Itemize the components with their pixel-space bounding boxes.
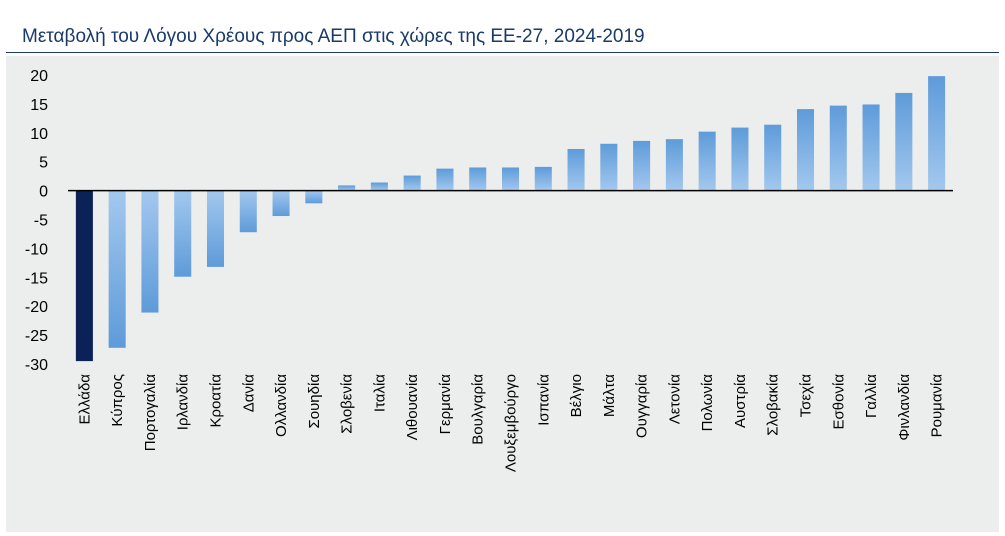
category-label: Φινλανδία [896,374,913,441]
bar [567,148,585,191]
category-label: Λιθουανία [404,374,421,441]
category-label: Ιταλία [371,374,388,412]
bar [403,175,421,191]
category-label: Ισπανία [535,374,552,426]
bar [436,168,454,191]
bar [108,190,126,348]
category-label: Βουλγαρία [470,374,487,445]
y-tick-label: 5 [39,155,48,172]
bar [600,143,618,191]
y-tick-label: 0 [39,184,48,201]
category-label: Πορτογαλία [142,374,159,452]
category-label: Αυστρία [732,374,749,428]
bar [764,124,782,191]
category-label: Κύπρος [109,374,126,427]
category-label: Βέλγιο [568,374,585,417]
category-label: Εσθονία [830,374,847,430]
y-tick-label: 15 [30,97,48,114]
category-label: Κροατία [208,374,225,428]
category-label: Πολωνία [699,374,716,432]
bar [665,139,683,191]
category-label: Ελλάδα [76,374,93,425]
category-label: Δανία [240,374,257,413]
category-label: Τσεχία [798,374,815,418]
bars [75,76,946,362]
category-labels: Ελλάδα Κύπρος Πορτογαλία Ιρλανδία Κροατία Δαν… [76,374,945,472]
bar [633,140,651,191]
category-label: Ιρλανδία [175,374,192,431]
category-label: Σλοβακία [765,374,782,436]
category-label: Σλοβενία [339,374,356,434]
y-axis-ticks: 20 15 10 5 0 -5 -10 -15 -20 -25 -30 [25,68,48,374]
bar [75,190,93,362]
bar [501,167,520,191]
bar [338,185,356,191]
bar [829,105,847,191]
y-tick-label: -5 [34,213,48,230]
title-bar: Μεταβολή του Λόγου Χρέους προς ΑΕΠ στις … [6,6,999,56]
y-tick-label: -25 [25,328,48,345]
bar [239,190,257,233]
bar [731,127,749,191]
y-tick-label: -20 [25,299,48,316]
category-label: Σουηδία [306,374,323,429]
category-label: Λετονία [666,374,683,425]
bar [469,167,487,191]
bar [534,166,552,191]
chart-frame [6,6,999,532]
category-label: Γαλλία [863,374,880,418]
chart-title: Μεταβολή του Λόγου Χρέους προς ΑΕΠ στις … [22,26,645,47]
category-label: Ολλανδία [273,374,290,437]
y-tick-label: -15 [25,270,48,287]
bar [174,190,192,277]
y-tick-label: 20 [30,68,48,85]
category-label: Γερμανία [437,374,454,435]
y-tick-label: -30 [25,357,48,374]
bar [862,104,880,191]
category-label: Μάλτα [601,374,618,417]
bar [928,76,946,191]
bar [141,190,159,313]
bar [895,92,913,191]
y-tick-label: -10 [25,241,48,258]
bar [370,182,388,191]
bar [305,190,323,204]
bar [272,190,290,217]
y-tick-label: 10 [30,126,48,143]
bar [796,109,815,191]
category-label: Ρουμανία [929,374,946,438]
bar [206,190,225,267]
bar [698,131,716,191]
category-label: Ουγγαρία [634,374,651,438]
category-label: Λουξεμβούργο [503,374,520,472]
title-rule [6,52,999,53]
